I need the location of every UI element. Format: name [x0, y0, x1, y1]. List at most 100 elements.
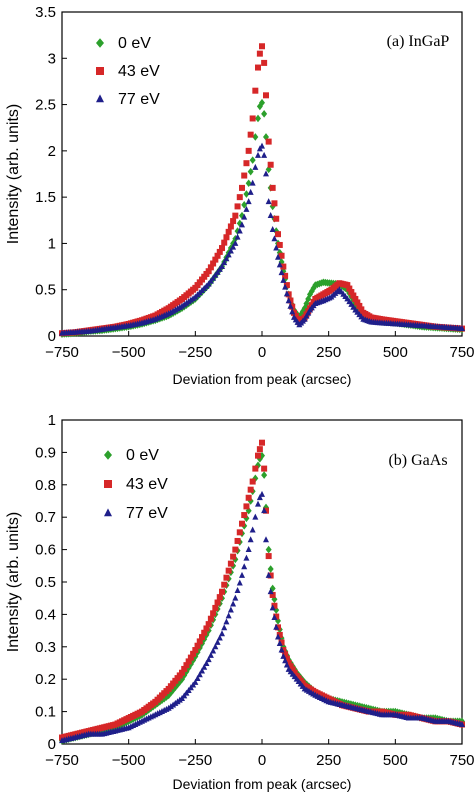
panel1-series-43-ev-point	[275, 231, 281, 238]
panel2-series-43-ev-point	[181, 665, 188, 672]
panel1-series-43-ev-point	[207, 264, 214, 271]
panel2-series-0-ev-point	[170, 686, 177, 694]
panel1-series-77-ev-point	[219, 262, 225, 269]
panel1-series-77-ev-point	[267, 212, 274, 219]
panel2-series-43-ev-point	[255, 452, 261, 459]
panel1-series-77-ev-point	[249, 179, 256, 186]
panel2-series-43-ev-point	[252, 465, 259, 472]
panel2-series-77-ev-point	[194, 675, 201, 682]
panel1-legend-marker-43-ev	[96, 67, 104, 75]
panel1-series-43-ev-point	[354, 299, 361, 306]
panel2-series-0-ev-point	[261, 471, 268, 479]
panel1-series-43-ev-point	[271, 200, 278, 207]
panel2-series-43-ev-point	[287, 663, 294, 670]
panel1-series-43-ev-point	[344, 282, 351, 289]
panel1-series-77-ev-point	[243, 205, 250, 212]
panel1-series-77-ev-point	[301, 315, 308, 322]
panel1-series-77-ev-point	[255, 151, 261, 158]
panel2-series-43-ev-point	[225, 567, 232, 574]
panel2-y-tick-label: 0.1	[35, 704, 56, 721]
panel2-series-77-ev-point	[214, 638, 221, 645]
panel2-panel-label: (b) GaAs	[388, 452, 447, 469]
panel2-series-77-ev-point	[247, 536, 254, 543]
panel1-series-43-ev-point	[212, 256, 219, 263]
panel1-series-77-ev-point	[259, 142, 265, 149]
panel1-series-43-ev-point	[287, 297, 294, 304]
panel1-series-43-ev-point	[249, 115, 256, 122]
panel2-series-43-ev-point	[245, 494, 252, 501]
panel2-y-tick-label: 0.2	[35, 671, 56, 688]
panel2-series-77-ev-point	[201, 663, 208, 670]
panel2-series-43-ev-point	[271, 602, 278, 609]
panel1-series-77-ev-point	[303, 312, 310, 319]
panel2-x-tick-label: −250	[178, 752, 212, 769]
panel1-series-77-ev-point	[236, 227, 243, 234]
panel1-series-77-ev-point	[269, 225, 276, 232]
panel1-series-77-ev-point	[230, 243, 237, 250]
panel1-series-43-ev-point	[346, 285, 353, 292]
panel2-series-77-ev-point	[243, 554, 250, 561]
panel1-series-43-ev-point	[267, 161, 274, 168]
panel2-series-77-ev-point	[225, 612, 232, 619]
panel2-series-77-ev-point	[263, 536, 269, 543]
panel1-series-43-ev-point	[252, 87, 259, 94]
panel2-series-43-ev-point	[291, 669, 298, 676]
panel1-series-77-ev-point	[247, 188, 254, 195]
panel1-series-77-ev-point	[265, 198, 272, 205]
panel2-series-43-ev-point	[194, 642, 201, 649]
panel2-series-43-ev-point	[230, 553, 237, 560]
panel1-x-tick-label: −500	[112, 344, 146, 361]
panel2-series-77-ev-point	[252, 513, 259, 520]
panel2-series-43-ev-point	[265, 553, 272, 560]
panel2-series-43-ev-point	[214, 599, 221, 606]
panel1-series-43-ev-point	[273, 215, 280, 222]
panel1-series-43-ev-point	[280, 263, 287, 270]
panel2-legend-marker-0-ev	[104, 450, 112, 460]
panel1-series-0-ev-point	[241, 201, 248, 209]
panel2-series-43-ev-point	[243, 503, 250, 510]
panel2-x-tick-label: 0	[258, 752, 266, 769]
panel2-series-77-ev-point	[275, 633, 281, 640]
panel2-y-tick-label: 0.5	[35, 574, 56, 591]
panel2-series-77-ev-point	[205, 656, 212, 663]
panel1-y-tick-label: 0.5	[35, 282, 56, 299]
panel1-series-43-ev-point	[310, 299, 317, 306]
panel2-series-43-ev-point	[199, 634, 205, 641]
panel1-series-43-ev-point	[243, 160, 250, 167]
panel2-series-77-ev-point	[232, 594, 239, 601]
panel1-series-43-ev-point	[227, 223, 234, 230]
panel1-series-77-ev-point	[459, 324, 465, 331]
panel1-series-43-ev-point	[256, 50, 263, 57]
panel1-series-43-ev-point	[278, 252, 285, 259]
panel2-series-43-ev-point	[183, 662, 190, 669]
panel1-series-43-ev-point	[241, 172, 248, 179]
panel1-series-43-ev-point	[282, 272, 289, 279]
panel1-series-77-ev-point	[305, 309, 312, 316]
panel2-series-77-ev-point	[459, 720, 465, 727]
panel1-series-43-ev-point	[255, 64, 261, 71]
panel2-x-axis-label: Deviation from peak (arcsec)	[173, 776, 352, 792]
panel2-series-77-ev-point	[282, 657, 289, 664]
panel1-panel-label: (a) InGaP	[387, 33, 450, 50]
panel1-x-axis-label: Deviation from peak (arcsec)	[173, 371, 352, 387]
panel1-series-43-ev-point	[263, 92, 269, 99]
panel2-series-77-ev-point	[249, 526, 256, 533]
panel1-series-77-ev-point	[263, 170, 269, 177]
panel2-series-43-ev-point	[179, 669, 185, 676]
panel2-series-77-ev-point	[199, 667, 205, 674]
panel2-series-43-ev-point	[247, 486, 254, 493]
panel2-series-43-ev-point	[185, 658, 192, 665]
panel2-series-77-ev-point	[227, 606, 234, 613]
panel2-series-77-ev-point	[278, 646, 285, 653]
panel1-series-77-ev-point	[252, 163, 259, 170]
panel1-series-0-ev-point	[247, 167, 254, 176]
panel2-series-43-ev-point	[234, 537, 241, 544]
panel1-series-0-ev-point	[259, 98, 265, 107]
panel2-series-77-ev-point	[216, 634, 223, 641]
panel2-legend-marker-77-ev	[104, 508, 112, 517]
panel1-series-77-ev-point	[275, 253, 281, 260]
panel1-series-77-ev-point	[261, 151, 268, 158]
panel1-series-77-ev-point	[287, 302, 294, 309]
panel1-series-0-ev-point	[305, 295, 312, 303]
panel1-series-43-ev-point	[225, 228, 232, 235]
